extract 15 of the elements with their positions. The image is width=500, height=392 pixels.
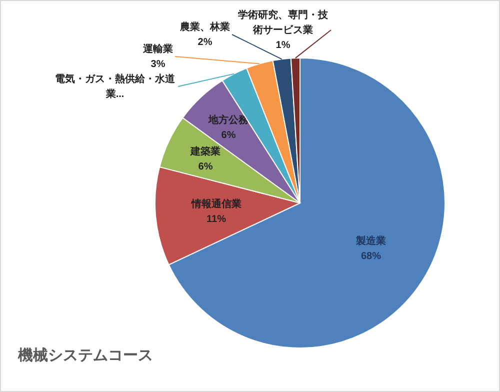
- slice-label: 情報通信業: [190, 198, 242, 210]
- slice-label: 運輸業: [142, 43, 173, 55]
- slice-label: 建築業: [190, 146, 221, 158]
- slice-label: 電気・ガス・熱供給・水道業...: [55, 73, 176, 100]
- data-label: 1%: [276, 40, 290, 51]
- data-label: 11%: [206, 214, 226, 225]
- text: 機械システムコース: [17, 347, 153, 364]
- data-label: 6%: [198, 162, 213, 173]
- slice-label: 製造業: [355, 235, 386, 248]
- slice-label: 学術研究、専門・技術サービス業: [238, 9, 329, 36]
- slice-label: 農業、林業: [179, 21, 230, 33]
- data-label: 3%: [150, 59, 166, 70]
- data-label: 68%: [361, 251, 382, 262]
- data-label: 2%: [198, 37, 212, 48]
- data-label: 6%: [221, 130, 236, 141]
